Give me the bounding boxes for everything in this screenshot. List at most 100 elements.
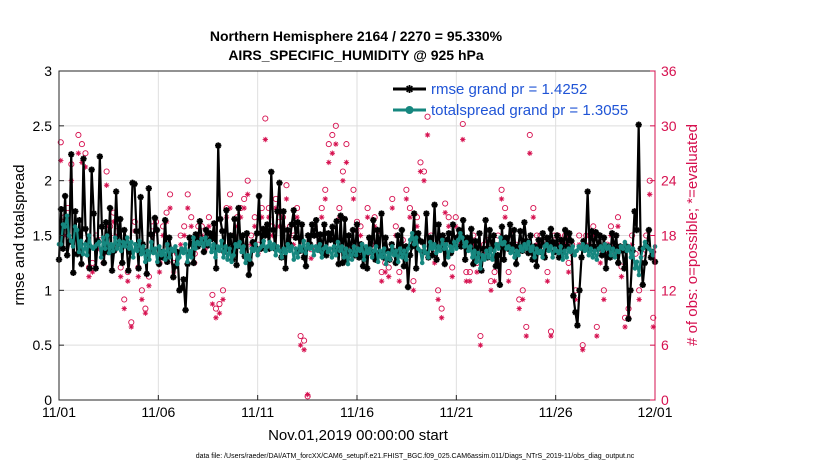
obs-evaluated-marker bbox=[142, 310, 149, 316]
series-point bbox=[638, 255, 644, 260]
series-point bbox=[408, 243, 416, 250]
series-point bbox=[96, 153, 104, 160]
y-tick-label-left: 3 bbox=[44, 63, 52, 79]
series-point bbox=[482, 216, 489, 224]
series-point bbox=[429, 246, 435, 251]
series-point bbox=[223, 244, 228, 249]
series-point bbox=[378, 210, 385, 217]
series-point bbox=[433, 256, 440, 263]
series-point bbox=[259, 244, 264, 249]
obs-possible-marker bbox=[650, 314, 657, 321]
series-point bbox=[419, 260, 425, 266]
series-point bbox=[295, 255, 301, 260]
series-point bbox=[349, 257, 355, 262]
obs-possible-marker bbox=[424, 113, 431, 120]
series-point bbox=[520, 248, 525, 254]
obs-evaluated-marker bbox=[491, 278, 498, 284]
series-point bbox=[120, 239, 126, 245]
series-point bbox=[312, 216, 320, 224]
series-point bbox=[488, 246, 493, 251]
series-point bbox=[245, 252, 250, 258]
series-point bbox=[273, 252, 279, 258]
series-point bbox=[586, 252, 592, 258]
series-point bbox=[406, 252, 414, 259]
series-point bbox=[165, 241, 170, 247]
series-point bbox=[181, 250, 186, 256]
series-point bbox=[421, 244, 427, 249]
series-point bbox=[411, 241, 417, 247]
series-point bbox=[602, 241, 608, 247]
series-point bbox=[122, 244, 128, 249]
obs-evaluated-marker bbox=[470, 241, 477, 248]
series-point bbox=[470, 260, 477, 268]
y-tick-label-left: 0 bbox=[44, 392, 52, 408]
series-point bbox=[207, 238, 212, 244]
series-point bbox=[163, 257, 168, 262]
series-point bbox=[202, 226, 210, 234]
series-point bbox=[490, 232, 497, 239]
series-point bbox=[199, 236, 204, 242]
obs-evaluated-marker bbox=[213, 315, 219, 321]
series-point bbox=[474, 259, 479, 265]
series-point bbox=[364, 265, 371, 272]
obs-evaluated-marker bbox=[548, 333, 554, 339]
obs-possible-marker bbox=[205, 214, 212, 221]
obs-evaluated-marker bbox=[382, 269, 388, 275]
series-point bbox=[245, 271, 253, 279]
series-point bbox=[155, 260, 163, 268]
series-point bbox=[409, 231, 415, 236]
obs-evaluated-marker bbox=[326, 159, 332, 166]
obs-evaluated-marker bbox=[58, 157, 64, 164]
series-point bbox=[192, 231, 199, 238]
series-point bbox=[290, 207, 297, 214]
series-point bbox=[270, 226, 277, 234]
x-axis-label: Nov.01,2019 00:00:00 start bbox=[268, 427, 449, 444]
series-point bbox=[308, 221, 316, 228]
obs-evaluated-marker bbox=[266, 214, 272, 220]
series-point bbox=[636, 272, 642, 278]
series-point bbox=[142, 259, 148, 265]
obs-evaluated-marker bbox=[216, 310, 223, 316]
series-point bbox=[70, 269, 77, 276]
series-point bbox=[648, 248, 654, 254]
obs-evaluated-marker bbox=[410, 287, 417, 294]
series-point bbox=[193, 246, 198, 251]
series-point bbox=[616, 249, 622, 255]
series-point bbox=[496, 246, 501, 251]
obs-evaluated-marker bbox=[403, 196, 410, 202]
series-point bbox=[572, 309, 579, 316]
series-point bbox=[394, 232, 402, 239]
series-point bbox=[166, 234, 173, 241]
obs-evaluated-marker bbox=[188, 223, 194, 230]
series-point bbox=[335, 260, 342, 268]
obs-possible-marker bbox=[75, 131, 82, 139]
obs-evaluated-marker bbox=[301, 347, 307, 353]
series-point bbox=[121, 226, 128, 234]
y-tick-label-right: 6 bbox=[661, 337, 669, 353]
series-point bbox=[564, 255, 570, 260]
series-point bbox=[650, 252, 656, 258]
series-point bbox=[403, 257, 409, 262]
series-point bbox=[161, 216, 169, 224]
series-point bbox=[144, 248, 150, 254]
series-point bbox=[300, 254, 308, 261]
series-point bbox=[645, 226, 653, 234]
series-point bbox=[291, 257, 297, 262]
series-point bbox=[183, 241, 188, 247]
obs-possible-marker bbox=[435, 287, 442, 294]
legend-marker-totalspread bbox=[405, 106, 414, 114]
series-point bbox=[419, 238, 426, 246]
series-point bbox=[400, 263, 408, 270]
series-point bbox=[492, 248, 497, 254]
obs-possible-marker bbox=[318, 205, 325, 212]
series-point bbox=[333, 252, 339, 258]
series-point bbox=[124, 235, 130, 240]
series-point bbox=[315, 248, 321, 254]
obs-evaluated-marker bbox=[340, 177, 346, 184]
series-point bbox=[510, 226, 518, 234]
obs-possible-marker bbox=[445, 214, 452, 221]
obs-evaluated-marker bbox=[414, 223, 420, 230]
obs-possible-marker bbox=[332, 122, 339, 129]
series-point bbox=[213, 255, 218, 260]
